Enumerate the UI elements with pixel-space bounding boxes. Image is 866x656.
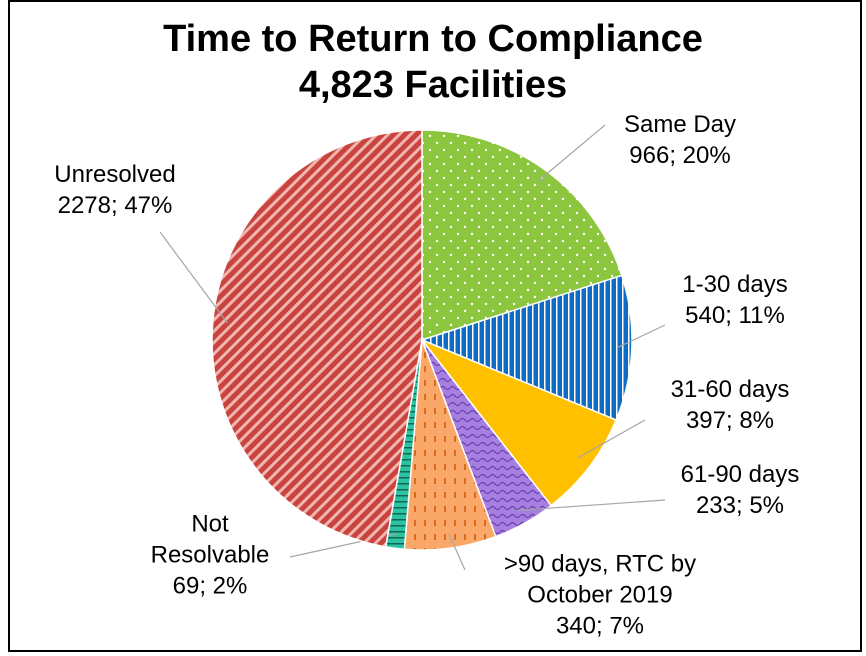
category-label: Not Resolvable — [150, 510, 270, 569]
category-label: 61-90 days — [680, 461, 800, 488]
data-label: Not Resolvable 69; 2% — [135, 509, 285, 602]
value-label: 2278; 47% — [57, 192, 173, 219]
pie-slice — [419, 338, 618, 507]
value-label: 397; 8% — [685, 407, 775, 434]
leader-line — [616, 324, 666, 349]
value-label: 340; 7% — [555, 612, 645, 640]
category-label: Unresolved — [54, 161, 176, 188]
leader-line — [517, 499, 666, 511]
category-label: 1-30 days — [682, 271, 788, 298]
frame — [8, 0, 862, 652]
data-label: 31-60 days 397; 8% — [655, 374, 805, 436]
pie-slice — [211, 129, 423, 548]
chart-title: Time to Return to Compliance — [163, 18, 703, 60]
data-label: 61-90 days 233; 5% — [665, 459, 815, 521]
category-label: Same Day — [623, 111, 737, 138]
data-label: Unresolved 2278; 47% — [40, 159, 190, 221]
chart-subtitle: 4,823 Facilities — [298, 64, 568, 106]
data-label: >90 days, RTC by October 2019 340; 7% — [460, 549, 740, 642]
data-label: 1-30 days 540; 11% — [660, 269, 810, 331]
pie-slice — [421, 129, 623, 342]
leader-line — [536, 124, 606, 183]
category-label: >90 days, RTC by October 2019 — [503, 550, 697, 609]
category-label: 31-60 days — [670, 376, 790, 403]
value-label: 233; 5% — [695, 492, 785, 519]
value-label: 966; 20% — [629, 142, 731, 169]
pie-slice — [419, 274, 633, 422]
value-label: 69; 2% — [172, 572, 248, 600]
leader-line — [159, 231, 228, 324]
leader-line — [448, 533, 466, 571]
data-label: Same Day 966; 20% — [595, 109, 765, 171]
value-label: 540; 11% — [685, 302, 785, 329]
leader-line — [577, 419, 646, 459]
